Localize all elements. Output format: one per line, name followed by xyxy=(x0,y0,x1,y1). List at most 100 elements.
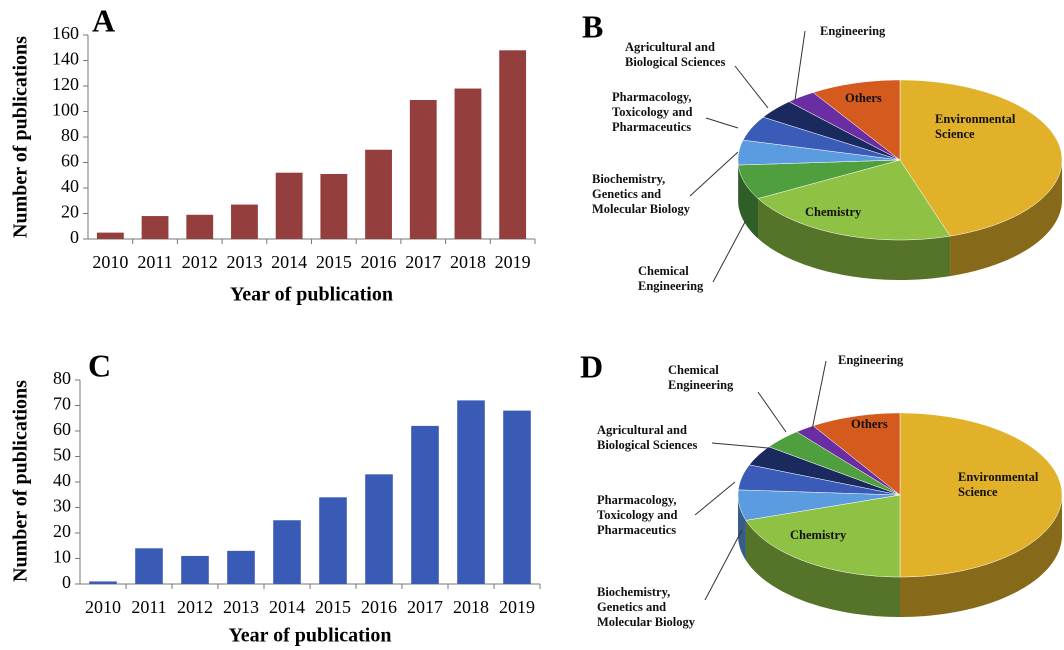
slice-label: Biochemistry, Genetics and Molecular Bio… xyxy=(597,585,696,629)
slice-label: Others xyxy=(851,417,888,431)
slice-label: Environmental Science xyxy=(935,112,1016,141)
bar xyxy=(454,88,482,239)
x-tick-label: 2018 xyxy=(453,597,489,617)
leader-line xyxy=(704,529,743,601)
x-axis-label: Year of publication xyxy=(230,284,393,306)
y-tick-label: 80 xyxy=(53,368,71,388)
y-tick-label: 50 xyxy=(53,445,71,465)
pie-slice xyxy=(899,79,1063,237)
x-tick-label: 2016 xyxy=(361,252,397,272)
bar xyxy=(499,50,527,239)
bar xyxy=(411,425,439,584)
leader-line xyxy=(794,30,806,101)
x-tick-label: 2011 xyxy=(137,252,172,272)
pie-slice xyxy=(737,139,901,166)
pie-side xyxy=(738,165,759,239)
leader-line xyxy=(711,442,769,449)
slice-label: Chemistry xyxy=(790,528,847,542)
y-tick-label: 100 xyxy=(52,100,79,120)
bar xyxy=(275,172,303,239)
slice-label: Environmental Science xyxy=(958,470,1039,499)
slice-label: Agricultural and Biological Sciences xyxy=(597,423,698,452)
bar xyxy=(319,497,347,584)
y-tick-label: 30 xyxy=(53,496,71,516)
y-tick-label: 60 xyxy=(53,419,71,439)
panel-label: B xyxy=(582,8,603,44)
x-tick-label: 2018 xyxy=(450,252,486,272)
panel-label: D xyxy=(580,348,603,384)
pie-side xyxy=(745,520,900,617)
x-tick-label: 2015 xyxy=(315,597,351,617)
pie-slice xyxy=(796,425,901,496)
pie-slice xyxy=(899,412,1063,578)
bar xyxy=(135,548,163,584)
leader-line xyxy=(689,151,739,197)
x-tick-label: 2016 xyxy=(361,597,397,617)
slice-label: Agricultural and Biological Sciences xyxy=(625,40,726,69)
x-tick-label: 2014 xyxy=(271,252,307,272)
slice-label: Engineering xyxy=(838,353,904,367)
x-tick-label: 2013 xyxy=(226,252,262,272)
y-tick-label: 140 xyxy=(52,49,79,69)
x-tick-label: 2012 xyxy=(182,252,218,272)
x-tick-label: 2019 xyxy=(495,252,531,272)
y-tick-label: 120 xyxy=(52,74,79,94)
pie-slice xyxy=(737,489,901,521)
bar xyxy=(231,204,258,239)
y-tick-label: 60 xyxy=(61,151,79,171)
slice-label: Biochemistry, Genetics and Molecular Bio… xyxy=(592,172,691,216)
x-tick-label: 2014 xyxy=(269,597,305,617)
pie-slice xyxy=(812,412,901,496)
pie-slice xyxy=(738,159,901,199)
bar xyxy=(365,474,393,584)
bar xyxy=(186,214,214,239)
pie-slice xyxy=(745,494,901,578)
bar xyxy=(409,100,437,240)
pie-slice xyxy=(812,79,901,161)
y-tick-label: 70 xyxy=(53,394,71,414)
bar xyxy=(503,410,531,584)
x-tick-label: 2017 xyxy=(407,597,443,617)
x-tick-label: 2010 xyxy=(85,597,121,617)
x-tick-label: 2012 xyxy=(177,597,213,617)
x-tick-label: 2010 xyxy=(92,252,128,272)
bar xyxy=(457,400,485,584)
leader-line xyxy=(712,221,746,283)
slice-label: Others xyxy=(845,91,882,105)
leader-line xyxy=(757,391,787,433)
y-axis-label: Number of publications xyxy=(10,380,32,582)
pie-side xyxy=(758,198,951,280)
bar xyxy=(273,520,301,584)
bar xyxy=(181,555,209,584)
y-tick-label: 40 xyxy=(61,176,79,196)
pie-side xyxy=(950,160,1062,277)
slice-label: Engineering xyxy=(820,24,886,38)
bar xyxy=(227,550,255,584)
y-tick-label: 10 xyxy=(53,547,71,567)
pie-slice xyxy=(768,431,901,496)
leader-line xyxy=(811,360,827,431)
bar xyxy=(365,149,392,239)
y-tick-label: 20 xyxy=(61,202,79,222)
slice-label: Chemical Engineering xyxy=(668,363,734,392)
x-axis-label: Year of publication xyxy=(229,625,392,647)
y-tick-label: 160 xyxy=(52,23,79,43)
slice-label: Pharmacology, Toxicology and Pharmaceuti… xyxy=(612,90,693,134)
y-axis-label: Number of publications xyxy=(10,36,32,238)
pie-slice xyxy=(762,101,901,161)
y-tick-label: 0 xyxy=(70,227,79,247)
pie-slice xyxy=(748,446,901,496)
leader-line xyxy=(705,117,739,129)
pie-slice xyxy=(757,159,951,241)
bar xyxy=(96,232,124,239)
pie-slice xyxy=(788,92,901,161)
bar xyxy=(320,173,348,239)
y-tick-label: 20 xyxy=(53,521,71,541)
x-tick-label: 2019 xyxy=(499,597,535,617)
panel-label: A xyxy=(92,2,115,38)
pie-side xyxy=(738,495,746,561)
y-tick-label: 80 xyxy=(61,125,79,145)
x-tick-label: 2017 xyxy=(405,252,441,272)
